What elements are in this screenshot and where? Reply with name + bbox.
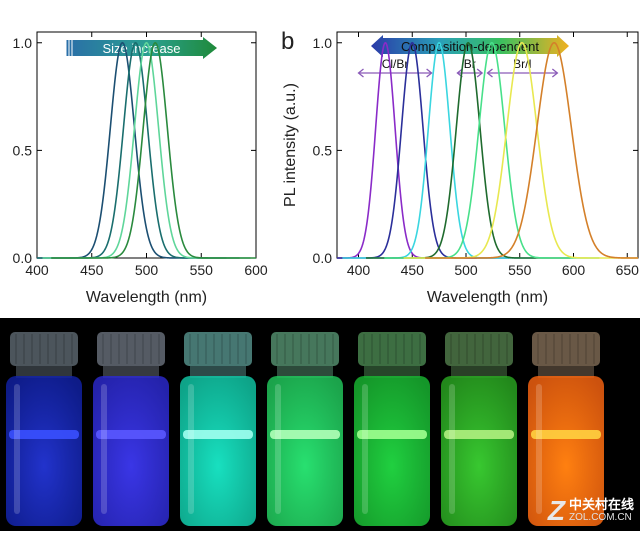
vial-neck (277, 366, 333, 378)
y-tick-label: 0.0 (13, 250, 33, 266)
vial-highlight (14, 384, 20, 514)
vial-body (267, 376, 343, 526)
y-axis-label: PL intensity (a.u.) (282, 83, 299, 207)
group-label: Br/I (513, 57, 532, 71)
spectra-figure: 400 450 500 550 600 0.0 0.5 1.0 Wavelength (nm) S… (13, 28, 640, 306)
vial-neck (16, 366, 72, 378)
vial-cap (10, 332, 78, 366)
spectrum-line (425, 41, 638, 259)
watermark: Z 中关村在线 ZOL.COM.CN (548, 497, 634, 525)
vial-meniscus (96, 430, 166, 439)
vial-meniscus (357, 430, 427, 439)
vial-cap (358, 332, 426, 366)
vial-neck (451, 366, 507, 378)
vial-neck (190, 366, 246, 378)
vial-neck (364, 366, 420, 378)
y-tick-label: 0.0 (313, 250, 333, 266)
vial-body (354, 376, 430, 526)
vial-highlight (188, 384, 194, 514)
x-tick-label: 650 (616, 262, 640, 278)
x-tick-label: 450 (401, 262, 425, 278)
x-tick-label: 500 (454, 262, 478, 278)
vial-highlight (536, 384, 542, 514)
spectrum-line (37, 41, 240, 259)
vial-cap (184, 332, 252, 366)
vial-body (180, 376, 256, 526)
group-arrow-head (486, 68, 493, 78)
watermark-cn: 中关村在线 (568, 497, 634, 512)
banner-arrow (66, 37, 217, 59)
group-label: Cl/Br (382, 57, 409, 71)
vial-cap (271, 332, 339, 366)
banner-text: Size increase (102, 41, 180, 56)
x-tick-label: 450 (80, 262, 104, 278)
vial-body (441, 376, 517, 526)
x-tick-label: 400 (25, 262, 49, 278)
vial-photo-drawing (6, 332, 604, 526)
panel-label: b (281, 28, 294, 55)
vial-neck (538, 366, 594, 378)
spectrum-line (337, 41, 509, 259)
vial-meniscus (9, 430, 79, 439)
spectrum-line (51, 41, 256, 259)
vial-cap (445, 332, 513, 366)
vial-highlight (101, 384, 107, 514)
watermark-logo: Z (547, 495, 565, 526)
y-tick-label: 1.0 (313, 35, 333, 51)
vial-neck (103, 366, 159, 378)
x-axis-label: Wavelength (nm) (427, 289, 548, 306)
group-arrow-head (357, 68, 364, 78)
x-tick-label: 600 (562, 262, 586, 278)
vial-highlight (362, 384, 368, 514)
vial-body (93, 376, 169, 526)
vial-photo: Z 中关村在线 ZOL.COM.CN (0, 318, 640, 531)
vial-meniscus (444, 430, 514, 439)
y-tick-label: 0.5 (13, 142, 33, 158)
x-axis-label: Wavelength (nm) (86, 289, 207, 306)
x-tick-label: 500 (135, 262, 159, 278)
x-tick-label: 550 (508, 262, 532, 278)
group-arrow-head (426, 68, 433, 78)
vial-cap (532, 332, 600, 366)
vial-cap (97, 332, 165, 366)
vial-meniscus (270, 430, 340, 439)
vial-highlight (449, 384, 455, 514)
vial-body (528, 376, 604, 526)
x-tick-label: 600 (244, 262, 268, 278)
x-tick-label: 550 (190, 262, 214, 278)
vial-meniscus (531, 430, 601, 439)
x-tick-label: 400 (347, 262, 371, 278)
vial-meniscus (183, 430, 253, 439)
group-arrow-head (551, 68, 559, 78)
vial-body (6, 376, 82, 526)
group-arrow-head (476, 68, 484, 78)
y-tick-label: 0.5 (313, 142, 333, 158)
vial-highlight (275, 384, 281, 514)
y-tick-label: 1.0 (13, 35, 33, 51)
watermark-en: ZOL.COM.CN (568, 512, 632, 523)
plot-frame (36, 31, 257, 259)
